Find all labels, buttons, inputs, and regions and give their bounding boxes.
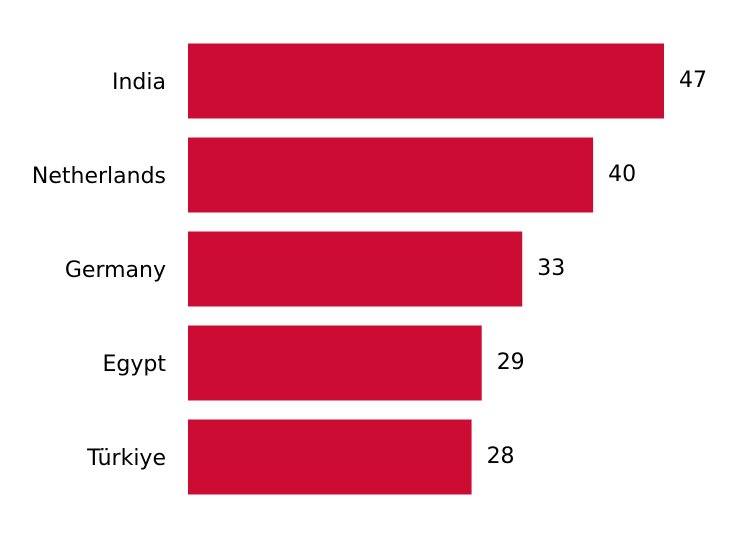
value-label: 40 bbox=[608, 162, 636, 187]
value-label: 33 bbox=[537, 256, 565, 281]
value-label: 29 bbox=[497, 350, 525, 375]
value-label: 47 bbox=[679, 68, 707, 93]
bar bbox=[188, 419, 472, 495]
category-label: Germany bbox=[65, 258, 166, 283]
bar bbox=[188, 43, 664, 119]
category-label: Netherlands bbox=[32, 164, 166, 189]
category-label: Türkiye bbox=[86, 446, 166, 471]
value-label: 28 bbox=[487, 444, 515, 469]
bar bbox=[188, 231, 523, 307]
category-label: India bbox=[112, 70, 166, 95]
bar bbox=[188, 137, 594, 213]
category-label: Egypt bbox=[103, 352, 167, 377]
bar bbox=[188, 325, 482, 401]
